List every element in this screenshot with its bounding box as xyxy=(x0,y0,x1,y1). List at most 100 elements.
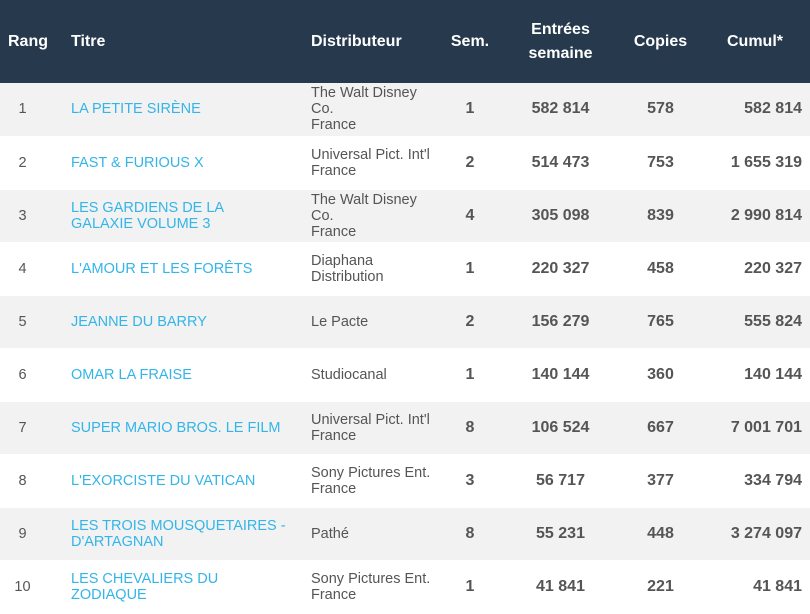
film-title-link-line2[interactable]: GALAXIE VOLUME 3 xyxy=(71,215,211,232)
copies-value: 448 xyxy=(647,524,674,542)
cumul-value: 140 144 xyxy=(744,365,802,383)
distributeur-line2: France xyxy=(311,480,357,497)
entrees-value: 514 473 xyxy=(531,153,590,171)
entrees-cell: 156 279 xyxy=(500,295,621,349)
distributeur-line1: Sony Pictures Ent. xyxy=(311,464,431,481)
rang-value: 3 xyxy=(18,207,27,224)
film-title-link[interactable]: SUPER MARIO BROS. LE FILM xyxy=(71,419,281,436)
rang-cell: 10 xyxy=(0,560,57,614)
distributeur-line1: Diaphana xyxy=(311,252,374,269)
film-title-cell[interactable]: LES CHEVALIERS DU ZODIAQUE xyxy=(57,560,287,614)
header-entrees-line2: semaine xyxy=(528,44,593,62)
film-title-cell[interactable]: LES GARDIENS DE LA GALAXIE VOLUME 3 xyxy=(57,189,287,243)
film-title-cell[interactable]: L'EXORCISTE DU VATICAN xyxy=(57,454,287,508)
distributeur-cell: Universal Pict. Int'l France xyxy=(287,136,440,190)
distributeur-line1: Universal Pict. Int'l xyxy=(311,146,430,163)
cumul-value: 334 794 xyxy=(744,471,802,489)
copies-cell: 765 xyxy=(621,295,700,349)
rang-cell: 2 xyxy=(0,136,57,190)
table-row: 5 JEANNE DU BARRY Le Pacte 2 156 279 765 555 8… xyxy=(0,295,810,349)
film-title-link[interactable]: LA PETITE SIRÈNE xyxy=(71,101,201,118)
table-row: 1 LA PETITE SIRÈNE The Walt Disney Co. Fran… xyxy=(0,83,810,137)
distributeur-cell: Le Pacte xyxy=(287,295,440,349)
rang-cell: 7 xyxy=(0,401,57,455)
film-title-link-line1[interactable]: LES GARDIENS DE LA xyxy=(71,199,225,216)
table-row: 4 L'AMOUR ET LES FORÊTS Diaphana Distributi… xyxy=(0,242,810,296)
film-title-cell[interactable]: JEANNE DU BARRY xyxy=(57,295,287,349)
header-copies: Copies xyxy=(633,32,688,50)
cumul-cell: 3 274 097 xyxy=(700,507,810,561)
semaines-value: 2 xyxy=(465,312,475,330)
film-title-cell[interactable]: SUPER MARIO BROS. LE FILM xyxy=(57,401,287,455)
film-title-link-line2[interactable]: D'ARTAGNAN xyxy=(71,533,164,550)
cumul-cell: 41 841 xyxy=(700,560,810,614)
copies-cell: 839 xyxy=(621,189,700,243)
semaines-cell: 1 xyxy=(440,83,500,137)
cumul-cell: 140 144 xyxy=(700,348,810,402)
distributeur-line1: Le Pacte xyxy=(311,313,369,330)
cumul-value: 2 990 814 xyxy=(730,206,802,224)
entrees-value: 305 098 xyxy=(531,206,590,224)
copies-cell: 360 xyxy=(621,348,700,402)
film-title-link-line1[interactable]: LES TROIS MOUSQUETAIRES - xyxy=(71,517,286,534)
entrees-cell: 55 231 xyxy=(500,507,621,561)
film-title-link[interactable]: OMAR LA FRAISE xyxy=(71,366,192,383)
copies-cell: 377 xyxy=(621,454,700,508)
distributeur-line2: France xyxy=(311,117,357,134)
entrees-value: 582 814 xyxy=(531,100,590,118)
entrees-value: 140 144 xyxy=(531,365,590,383)
film-title-link[interactable]: FAST & FURIOUS X xyxy=(71,154,204,171)
film-title-cell[interactable]: FAST & FURIOUS X xyxy=(57,136,287,190)
header-rang: Rang xyxy=(8,32,48,50)
distributeur-cell: Sony Pictures Ent. France xyxy=(287,454,440,508)
rang-value: 2 xyxy=(18,154,27,171)
film-title-link[interactable]: L'AMOUR ET LES FORÊTS xyxy=(71,260,253,277)
semaines-value: 1 xyxy=(465,259,475,277)
film-title-link[interactable]: L'EXORCISTE DU VATICAN xyxy=(71,472,256,489)
header-titre: Titre xyxy=(71,32,106,50)
semaines-value: 1 xyxy=(465,365,475,383)
copies-value: 753 xyxy=(647,153,674,171)
cumul-cell: 1 655 319 xyxy=(700,136,810,190)
entrees-value: 41 841 xyxy=(536,577,585,595)
table-row: 7 SUPER MARIO BROS. LE FILM Universal Pict… xyxy=(0,401,810,455)
rang-value: 5 xyxy=(18,313,27,330)
distributeur-line2: France xyxy=(311,162,357,179)
film-title-cell[interactable]: OMAR LA FRAISE xyxy=(57,348,287,402)
semaines-value: 1 xyxy=(465,577,475,595)
cumul-value: 555 824 xyxy=(744,312,802,330)
rang-cell: 1 xyxy=(0,83,57,137)
semaines-cell: 2 xyxy=(440,136,500,190)
distributeur-line1: Sony Pictures Ent. xyxy=(311,570,431,587)
rang-value: 1 xyxy=(18,101,27,118)
copies-value: 765 xyxy=(647,312,674,330)
film-title-link-line1[interactable]: LES CHEVALIERS DU xyxy=(71,570,219,587)
copies-value: 839 xyxy=(647,206,674,224)
cumul-value: 7 001 701 xyxy=(730,418,802,436)
semaines-value: 4 xyxy=(465,206,475,224)
entrees-value: 56 717 xyxy=(536,471,585,489)
distributeur-cell: The Walt Disney Co. France xyxy=(287,189,440,243)
cumul-cell: 220 327 xyxy=(700,242,810,296)
film-title-link[interactable]: JEANNE DU BARRY xyxy=(71,313,207,330)
distributeur-cell: The Walt Disney Co. France xyxy=(287,83,440,137)
copies-value: 360 xyxy=(647,365,674,383)
distributeur-line2: France xyxy=(311,586,357,603)
film-title-cell[interactable]: LES TROIS MOUSQUETAIRES - D'ARTAGNAN xyxy=(57,507,287,561)
table-row: 3 LES GARDIENS DE LA GALAXIE VOLUME 3 The W… xyxy=(0,189,810,243)
semaines-cell: 1 xyxy=(440,242,500,296)
cumul-value: 582 814 xyxy=(744,100,802,118)
semaines-value: 8 xyxy=(465,524,475,542)
rang-cell: 9 xyxy=(0,507,57,561)
copies-cell: 458 xyxy=(621,242,700,296)
film-title-cell[interactable]: L'AMOUR ET LES FORÊTS xyxy=(57,242,287,296)
film-title-link-line2[interactable]: ZODIAQUE xyxy=(71,586,147,603)
table-header-row: Rang Titre Distributeur Sem. Entrées sem… xyxy=(0,0,810,83)
semaines-value: 2 xyxy=(465,153,475,171)
copies-value: 578 xyxy=(647,100,674,118)
distributeur-line1: Pathé xyxy=(311,525,349,542)
entrees-cell: 514 473 xyxy=(500,136,621,190)
rang-value: 4 xyxy=(18,260,27,277)
table-row: 2 FAST & FURIOUS X Universal Pict. Int'l Fr… xyxy=(0,136,810,190)
film-title-cell[interactable]: LA PETITE SIRÈNE xyxy=(57,83,287,137)
